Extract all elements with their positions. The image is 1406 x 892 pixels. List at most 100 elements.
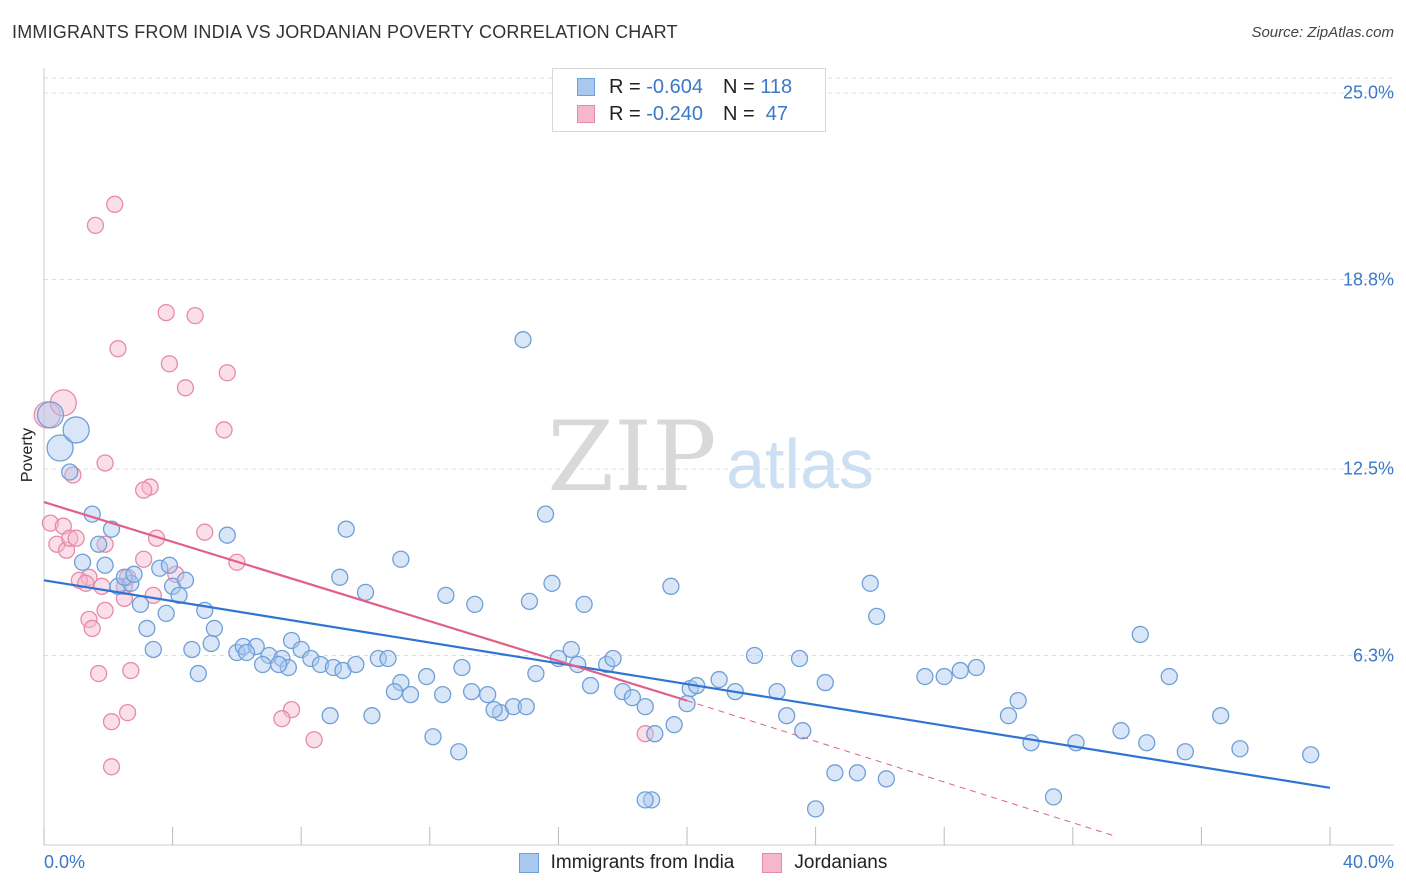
legend-r-value: -0.604 bbox=[646, 75, 703, 98]
jordanian-point bbox=[61, 529, 79, 547]
india-point bbox=[1138, 734, 1156, 752]
india-point bbox=[379, 649, 397, 668]
legend-r-label: R = bbox=[609, 75, 641, 98]
india-point bbox=[90, 535, 108, 553]
jordanian-point bbox=[122, 661, 140, 680]
india-point bbox=[401, 685, 420, 704]
jordanian-point bbox=[106, 195, 124, 213]
india-point bbox=[967, 658, 985, 677]
jordanian-point bbox=[218, 364, 236, 382]
trend-lines bbox=[43, 501, 1331, 837]
india-point bbox=[1212, 707, 1230, 725]
india-point bbox=[636, 791, 654, 809]
india-point bbox=[337, 520, 355, 538]
india-point bbox=[485, 700, 503, 719]
india-point bbox=[302, 649, 320, 668]
india-point bbox=[1022, 734, 1040, 752]
jordanian-point bbox=[96, 535, 114, 553]
jordanian-point bbox=[196, 523, 214, 541]
india-point bbox=[138, 619, 156, 638]
india-point bbox=[806, 800, 825, 818]
india-point bbox=[604, 649, 622, 668]
india-point bbox=[392, 550, 410, 568]
jordanian-point bbox=[83, 619, 101, 638]
series-immigrants-india bbox=[36, 331, 1320, 818]
india-point bbox=[36, 401, 65, 429]
india-trend-line bbox=[43, 579, 1331, 789]
legend-r-label: R = bbox=[609, 102, 641, 125]
series-jordanians bbox=[33, 195, 654, 776]
india-point bbox=[597, 655, 616, 674]
jordanian-point bbox=[118, 704, 137, 722]
india-point bbox=[581, 676, 600, 695]
india-point bbox=[1231, 740, 1249, 758]
india-point bbox=[745, 646, 764, 665]
india-point bbox=[868, 607, 886, 626]
legend-swatch-pink bbox=[577, 105, 595, 123]
jordanian-point bbox=[305, 731, 323, 749]
india-point bbox=[347, 655, 365, 674]
y-tick-label: 18.8% bbox=[1342, 269, 1394, 290]
india-point bbox=[270, 655, 288, 674]
jordanian-point bbox=[273, 710, 291, 728]
india-point bbox=[504, 697, 523, 716]
india-point bbox=[623, 688, 641, 707]
jordanian-point bbox=[176, 379, 195, 397]
bottom-legend-label-jordanians: Jordanians bbox=[794, 852, 888, 873]
india-point bbox=[1302, 746, 1320, 764]
india-point bbox=[877, 770, 895, 788]
india-point bbox=[324, 658, 343, 677]
watermark-zip: ZIP bbox=[547, 401, 716, 513]
jordanian-point bbox=[636, 725, 654, 743]
india-point bbox=[1112, 722, 1130, 740]
india-point bbox=[778, 707, 796, 725]
india-point bbox=[46, 434, 74, 462]
india-point bbox=[453, 658, 471, 677]
legend-row-jordanians: R = -0.240 N = 47 bbox=[577, 101, 788, 127]
watermark: ZIP atlas bbox=[547, 401, 874, 513]
jordanian-point bbox=[64, 466, 82, 484]
india-point bbox=[514, 331, 532, 349]
india-point bbox=[61, 463, 79, 481]
jordanian-point bbox=[96, 454, 114, 472]
jordanian-point bbox=[157, 303, 175, 322]
india-point bbox=[646, 725, 664, 743]
legend-r-value: -0.240 bbox=[646, 102, 703, 125]
india-point bbox=[331, 568, 349, 586]
india-point bbox=[157, 604, 175, 623]
bottom-legend-jordanians: Jordanians bbox=[762, 852, 887, 874]
india-point bbox=[794, 722, 812, 740]
india-point bbox=[1044, 788, 1063, 806]
bottom-legend-swatch-pink bbox=[762, 853, 783, 873]
grid-lines bbox=[44, 77, 1394, 657]
india-point bbox=[218, 526, 236, 544]
india-point bbox=[527, 664, 545, 683]
jordanian-point bbox=[80, 610, 98, 629]
jordanian-point bbox=[102, 713, 121, 731]
india-point bbox=[479, 685, 497, 704]
india-point bbox=[96, 556, 114, 574]
india-point bbox=[237, 643, 256, 662]
india-point bbox=[662, 577, 680, 595]
chart-source: Source: ZipAtlas.com bbox=[1251, 24, 1394, 41]
jordanian-point bbox=[160, 355, 179, 373]
india-point bbox=[575, 595, 593, 614]
india-point bbox=[321, 707, 339, 725]
india-point bbox=[1176, 743, 1194, 761]
x-tick-label-max: 40.0% bbox=[1342, 852, 1394, 872]
india-point bbox=[999, 707, 1018, 725]
india-point bbox=[543, 574, 561, 592]
legend-n-value: 47 bbox=[765, 102, 789, 125]
india-point bbox=[170, 586, 188, 604]
legend-n-label: N = bbox=[722, 102, 755, 125]
jordanian-point bbox=[135, 550, 153, 568]
india-point bbox=[202, 634, 220, 653]
india-point bbox=[363, 707, 381, 725]
legend-n-label: N = bbox=[722, 75, 755, 98]
legend-n-value: 118 bbox=[760, 75, 793, 98]
india-point bbox=[665, 716, 683, 734]
bottom-legend-india: Immigrants from India bbox=[518, 852, 734, 874]
india-point bbox=[417, 667, 436, 686]
india-point bbox=[1131, 625, 1149, 644]
